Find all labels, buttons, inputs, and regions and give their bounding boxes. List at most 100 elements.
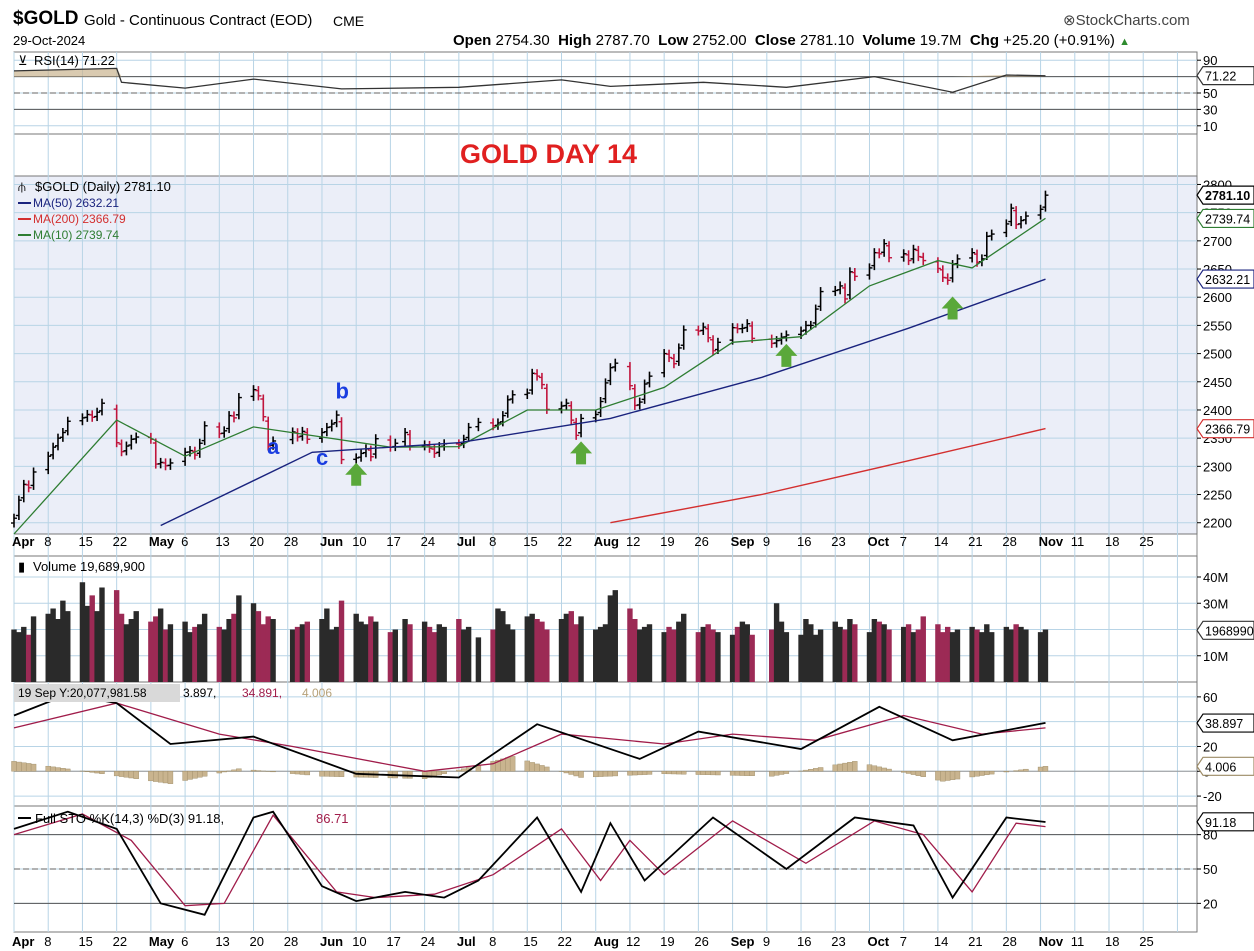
volume-bar — [407, 624, 413, 682]
macd-histogram-bar — [436, 771, 442, 776]
volume-bar — [641, 626, 648, 682]
volume-bar — [1013, 624, 1019, 682]
volume-bar — [133, 611, 139, 682]
macd-histogram-bar — [216, 771, 223, 774]
macd-histogram-bar — [319, 771, 325, 777]
volume-bar — [661, 632, 667, 682]
volume-bar — [524, 616, 530, 682]
macd-histogram-bar — [294, 771, 301, 775]
macd-histogram-bar — [832, 764, 838, 772]
macd-histogram-bar — [197, 771, 203, 778]
volume-bar — [79, 582, 86, 682]
macd-histogram-bar — [255, 770, 262, 772]
macd-histogram-bar — [1003, 771, 1010, 773]
macd-histogram-bar — [676, 771, 682, 775]
macd-histogram-bar — [123, 771, 130, 778]
x-tick-label: 15 — [78, 934, 92, 949]
macd-histogram-bar — [661, 771, 667, 774]
macd-histogram-bar — [162, 771, 169, 784]
volume-bar — [162, 629, 169, 682]
volume-bar — [920, 616, 926, 682]
macd-hist-tag: 4.006 — [1205, 760, 1236, 774]
x-tick-label: 13 — [215, 934, 229, 949]
macd-histogram-bar — [133, 771, 139, 779]
x-tick-label: 8 — [44, 534, 51, 549]
volume-bar — [842, 629, 848, 682]
volume-bar — [783, 632, 790, 682]
volume-bar — [886, 629, 892, 682]
x-tick-label: Apr — [12, 934, 34, 949]
macd-histogram-bar — [671, 771, 677, 775]
macd-histogram-bar — [1013, 770, 1019, 772]
volume-bar — [456, 619, 462, 682]
macd-histogram-bar — [421, 771, 428, 779]
volume-bar — [881, 624, 887, 682]
macd-histogram-bar — [988, 771, 995, 775]
sto-d-line — [13, 813, 1046, 907]
x-tick-label: 10 — [352, 934, 366, 949]
rsi-tick-label: 50 — [1203, 86, 1217, 101]
macd-histogram-bar — [910, 771, 917, 775]
volume-bar — [182, 621, 188, 682]
macd-histogram-bar — [231, 769, 237, 772]
macd-histogram-bar — [568, 771, 574, 775]
symbol: $GOLD — [13, 8, 79, 29]
macd-histogram-bar — [153, 771, 159, 782]
macd-histogram-bar — [1037, 766, 1044, 772]
ma10-tag-box — [1196, 208, 1254, 229]
x-tick-label: 8 — [489, 934, 496, 949]
volume-bar — [299, 624, 306, 682]
volume-bar — [969, 626, 975, 682]
macd-histogram-bar — [1042, 766, 1049, 772]
chart-date: 29-Oct-2024 — [13, 33, 86, 48]
macd-histogram-bar — [900, 771, 907, 773]
volume-bar — [876, 621, 882, 682]
volume-bar — [270, 619, 276, 682]
macd-histogram-bar — [842, 762, 848, 772]
x-tick-label: 23 — [831, 934, 845, 949]
volume-bar — [676, 621, 682, 682]
macd-histogram-bar — [524, 760, 530, 772]
price-tick-label: 2700 — [1203, 234, 1232, 249]
ma10-legend: MA(10) 2739.74 — [33, 228, 119, 242]
x-tick-label: 16 — [797, 934, 811, 949]
volume-tick-label: 30M — [1203, 596, 1228, 611]
volume-bar — [490, 629, 496, 682]
macd-tick-label: -20 — [1203, 789, 1222, 804]
volume-bar — [304, 621, 311, 682]
macd-histogram-bar — [817, 767, 824, 772]
macd-histogram-bar — [695, 771, 702, 775]
x-tick-label: 22 — [558, 534, 572, 549]
x-tick-label: Aug — [594, 934, 619, 949]
x-tick-label: 25 — [1139, 534, 1153, 549]
macd-histogram-bar — [201, 771, 208, 777]
volume-bar — [99, 587, 105, 682]
x-tick-label: 12 — [626, 934, 640, 949]
rsi-tag: 71.22 — [1205, 70, 1236, 84]
volume-bar — [436, 624, 442, 682]
volume-bar — [11, 629, 17, 682]
annotation-title: GOLD DAY 14 — [460, 139, 637, 169]
volume-bar — [627, 608, 633, 682]
volume-bar — [226, 619, 232, 682]
sto-tag: 91.18 — [1205, 816, 1236, 830]
macd-histogram-bar — [637, 771, 643, 776]
macd-histogram-bar — [935, 771, 941, 781]
x-tick-label: 22 — [113, 934, 127, 949]
up-arrow-icon — [775, 343, 798, 367]
macd-histogram-bar — [99, 771, 105, 774]
x-tick-label: 19 — [660, 934, 674, 949]
macd-histogram-bar — [221, 771, 227, 773]
x-tick-label: 18 — [1105, 934, 1119, 949]
volume-bar — [216, 626, 223, 682]
rsi-line — [13, 67, 1046, 93]
macd-histogram-bar — [847, 762, 853, 772]
rsi-tag-box — [1196, 65, 1254, 86]
volume-bar — [118, 613, 125, 682]
x-tick-label: Nov — [1039, 534, 1064, 549]
macd-histogram-bar — [641, 771, 648, 775]
close-tag-box — [1196, 185, 1254, 205]
macd-histogram-bar — [984, 771, 990, 776]
x-tick-label: 24 — [421, 934, 435, 949]
volume-bar — [60, 600, 66, 682]
